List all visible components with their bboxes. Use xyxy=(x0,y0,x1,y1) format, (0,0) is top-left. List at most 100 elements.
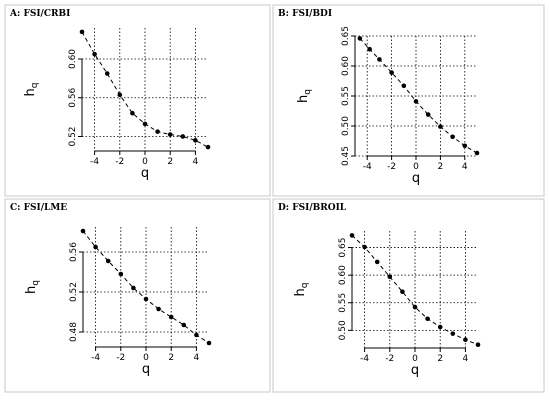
data-point xyxy=(93,244,98,250)
panel-title: D: FSI/BROIL xyxy=(278,203,347,213)
data-point xyxy=(181,322,187,328)
data-point xyxy=(104,71,110,76)
x-axis: -4 -2 0 2 4 xyxy=(91,346,200,363)
y-tick-label: 0.52 xyxy=(68,126,78,146)
y-tick-label: 0.56 xyxy=(68,87,78,107)
x-axis: -4 -2 0 2 4 xyxy=(360,347,469,364)
x-tick-label: -2 xyxy=(115,157,124,167)
y-tick-label: 0.50 xyxy=(338,320,348,340)
x-tick-label: 0 xyxy=(142,157,148,167)
data-point xyxy=(377,57,382,62)
data-point xyxy=(412,304,418,310)
x-tick-label: -2 xyxy=(387,162,396,172)
x-tick-label: -2 xyxy=(385,354,394,364)
panel-frame xyxy=(4,198,271,393)
x-tick-label: 0 xyxy=(412,354,418,364)
data-point xyxy=(425,316,430,322)
panel-title: A: FSI/CRBI xyxy=(9,9,70,19)
panel-title: B: FSI/BDI xyxy=(278,9,332,19)
data-point xyxy=(387,274,393,280)
data-point xyxy=(180,134,186,139)
y-axis-label-subscript: q xyxy=(30,83,40,89)
x-tick-label: 4 xyxy=(194,353,200,363)
data-point xyxy=(168,314,174,320)
data-point xyxy=(425,112,431,117)
x-tick-label: 2 xyxy=(168,353,174,363)
data-point xyxy=(131,285,136,291)
x-tick-label: -4 xyxy=(90,157,99,167)
y-axis-label-subscript: q xyxy=(303,89,313,95)
panel-frame xyxy=(272,198,545,393)
y-axis-label-main: h xyxy=(23,88,38,96)
x-tick-label: -4 xyxy=(360,354,369,364)
y-axis-label-subscript: q xyxy=(31,280,41,286)
data-point xyxy=(401,83,407,89)
y-tick-label: 0.65 xyxy=(341,26,351,46)
data-point xyxy=(374,259,380,265)
y-tick-label: 0.56 xyxy=(69,242,79,262)
y-tick-label: 0.50 xyxy=(341,116,351,136)
x-tick-label: 2 xyxy=(167,157,173,167)
x-tick-label: -2 xyxy=(116,353,125,363)
y-axis-label: hq xyxy=(24,280,41,294)
x-axis: -4 -2 0 2 4 xyxy=(90,150,199,167)
data-point xyxy=(437,324,443,330)
y-axis-label: hq xyxy=(293,283,310,297)
series-line xyxy=(351,235,479,346)
x-axis-label: q xyxy=(142,362,150,377)
panel-title: C: FSI/LME xyxy=(10,203,67,213)
data-point xyxy=(80,228,86,234)
y-axis: 0.48 0.52 0.56 xyxy=(69,242,84,342)
data-point xyxy=(450,134,455,140)
data-point xyxy=(367,46,372,52)
chart-panel-4: D: FSI/BROIL -4 -2 0 2 4 q 0.50 0.55 0.60 0.65 hq xyxy=(272,198,545,393)
x-tick-label: 4 xyxy=(193,157,199,167)
y-axis-label-main: h xyxy=(24,286,39,294)
y-axis-label-subscript: q xyxy=(300,283,310,289)
data-point xyxy=(349,233,355,238)
data-point xyxy=(142,121,148,127)
data-point xyxy=(474,150,480,156)
x-tick-label: 4 xyxy=(463,354,469,364)
y-tick-label: 0.55 xyxy=(341,86,351,106)
x-tick-label: 0 xyxy=(413,162,419,172)
data-point xyxy=(463,337,468,343)
data-point xyxy=(206,340,212,346)
data-point xyxy=(438,124,443,129)
data-point xyxy=(143,296,149,302)
y-tick-label: 0.45 xyxy=(341,146,351,166)
y-tick-label: 0.60 xyxy=(338,265,348,285)
data-point xyxy=(357,36,363,41)
x-tick-label: -4 xyxy=(91,353,100,363)
x-axis-label: q xyxy=(412,171,420,186)
y-axis-label: hq xyxy=(23,83,40,97)
data-point xyxy=(362,244,367,250)
data-point xyxy=(92,51,97,57)
panel-frame xyxy=(272,4,545,197)
x-tick-label: 2 xyxy=(437,354,443,364)
data-point xyxy=(462,143,468,149)
y-axis-label: hq xyxy=(296,89,313,103)
x-tick-label: 0 xyxy=(143,353,149,363)
y-axis: 0.45 0.50 0.55 0.60 0.65 xyxy=(341,26,356,166)
data-point xyxy=(194,332,199,338)
data-point xyxy=(193,138,198,143)
y-tick-label: 0.60 xyxy=(341,56,351,76)
y-tick-label: 0.55 xyxy=(338,293,348,313)
data-point xyxy=(413,99,419,104)
data-point xyxy=(79,29,85,35)
data-point xyxy=(167,132,173,137)
y-axis-label-main: h xyxy=(296,95,311,103)
x-tick-label: 2 xyxy=(438,162,444,172)
x-tick-label: 4 xyxy=(462,162,468,172)
y-tick-label: 0.65 xyxy=(338,238,348,258)
y-axis: 0.50 0.55 0.60 0.65 xyxy=(338,238,353,340)
y-tick-label: 0.48 xyxy=(69,322,79,342)
data-point xyxy=(156,306,161,312)
y-axis: 0.52 0.56 0.60 xyxy=(68,49,83,146)
y-axis-label-main: h xyxy=(293,288,308,296)
data-point xyxy=(389,70,394,75)
